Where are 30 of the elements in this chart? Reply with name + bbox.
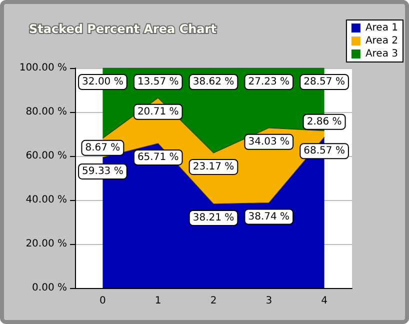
data-label: 8.67 % [85, 142, 120, 154]
x-tick-label: 1 [154, 296, 162, 306]
chart-title: Stacked Percent Area Chart [29, 22, 217, 36]
x-tick-label: 3 [266, 296, 272, 306]
data-label: 38.21 % [192, 212, 234, 224]
data-label: 32.00 % [82, 76, 124, 88]
x-tick-label: 0 [100, 296, 106, 306]
data-label: 68.57 % [304, 146, 345, 157]
data-label: 65.71 % [137, 152, 179, 163]
data-label: 38.62 % [192, 76, 234, 88]
legend-label: Area 1 [365, 22, 398, 34]
data-label: 2.86 % [306, 116, 342, 128]
x-tick-label: 4 [321, 296, 328, 306]
data-label: 34.03 % [248, 136, 290, 148]
legend-label: Area 3 [365, 48, 398, 60]
data-label: 20.71 % [137, 106, 179, 118]
legend-label: Area 2 [365, 36, 398, 46]
y-tick-label: 0.00 % [32, 282, 67, 294]
data-label: 23.17 % [192, 161, 234, 172]
data-label: 27.23 % [248, 76, 290, 88]
x-tick-label: 2 [210, 296, 217, 306]
y-tick-label: 60.00 % [26, 150, 67, 162]
data-label: 13.57 % [137, 76, 179, 88]
y-tick-label: 20.00 % [26, 238, 67, 250]
y-tick-label: 80.00 % [26, 106, 67, 118]
y-tick-label: 100.00 % [19, 62, 67, 74]
data-label: 59.33 % [82, 166, 124, 177]
data-label: 28.57 % [304, 76, 345, 88]
y-tick-label: 40.00 % [26, 194, 67, 206]
data-label: 38.74 % [248, 211, 290, 222]
